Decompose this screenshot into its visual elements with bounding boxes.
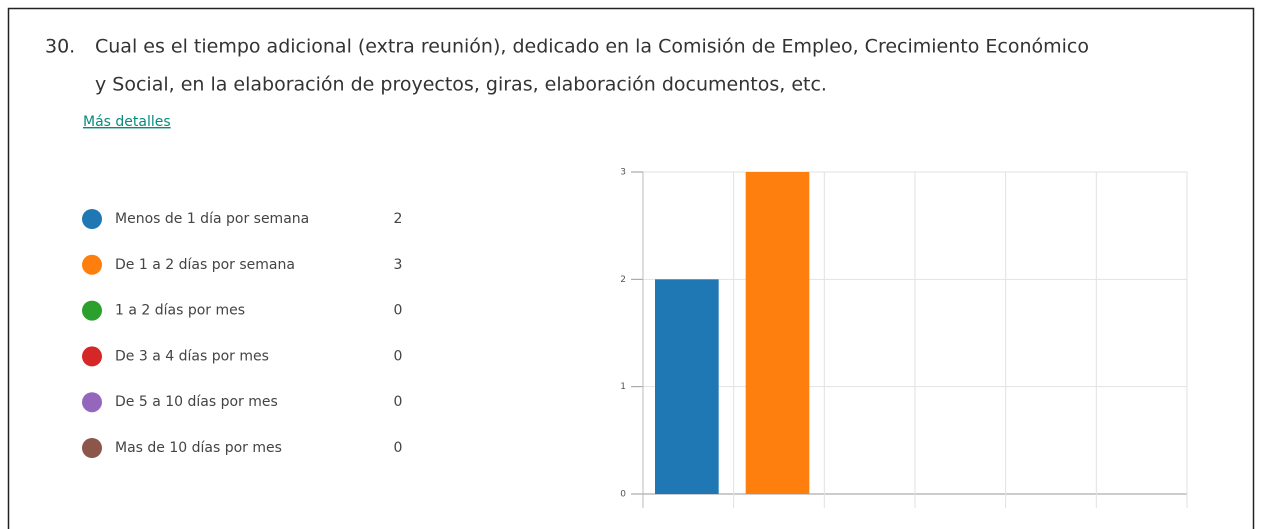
legend-count: 0 bbox=[394, 440, 403, 456]
legend-swatch bbox=[82, 209, 102, 229]
legend-swatch bbox=[82, 254, 102, 275]
card-border bbox=[7, 7, 1255, 529]
legend-count: 0 bbox=[394, 348, 403, 364]
legend-swatch bbox=[82, 438, 102, 458]
legend-label: De 1 a 2 días por semana bbox=[115, 257, 295, 273]
legend-swatch bbox=[82, 392, 102, 413]
bar bbox=[745, 172, 810, 494]
legend-label: Menos de 1 día por semana bbox=[115, 211, 309, 227]
legend-label: 1 a 2 días por mes bbox=[115, 303, 245, 319]
legend-swatch bbox=[82, 346, 102, 367]
legend-label: De 5 a 10 días por mes bbox=[115, 394, 278, 410]
legend-count: 2 bbox=[394, 211, 403, 227]
legend-count: 3 bbox=[394, 257, 403, 273]
legend-count: 0 bbox=[394, 303, 403, 319]
question-text: y Social, en la elaboración de proyectos… bbox=[95, 74, 827, 96]
y-tick-label: 1 bbox=[620, 382, 626, 392]
question-number: 30. bbox=[45, 36, 75, 58]
y-tick-label: 3 bbox=[620, 168, 626, 178]
legend-label: De 3 a 4 días por mes bbox=[115, 348, 269, 364]
bar bbox=[655, 279, 719, 494]
legend-swatch bbox=[82, 300, 102, 321]
legend-count: 0 bbox=[394, 394, 403, 410]
details-link[interactable]: Más detalles bbox=[83, 114, 171, 130]
y-tick-label: 2 bbox=[620, 275, 626, 285]
y-tick-label: 0 bbox=[620, 490, 626, 500]
legend-label: Mas de 10 días por mes bbox=[115, 440, 282, 456]
question-text: Cual es el tiempo adicional (extra reuni… bbox=[95, 36, 1089, 58]
